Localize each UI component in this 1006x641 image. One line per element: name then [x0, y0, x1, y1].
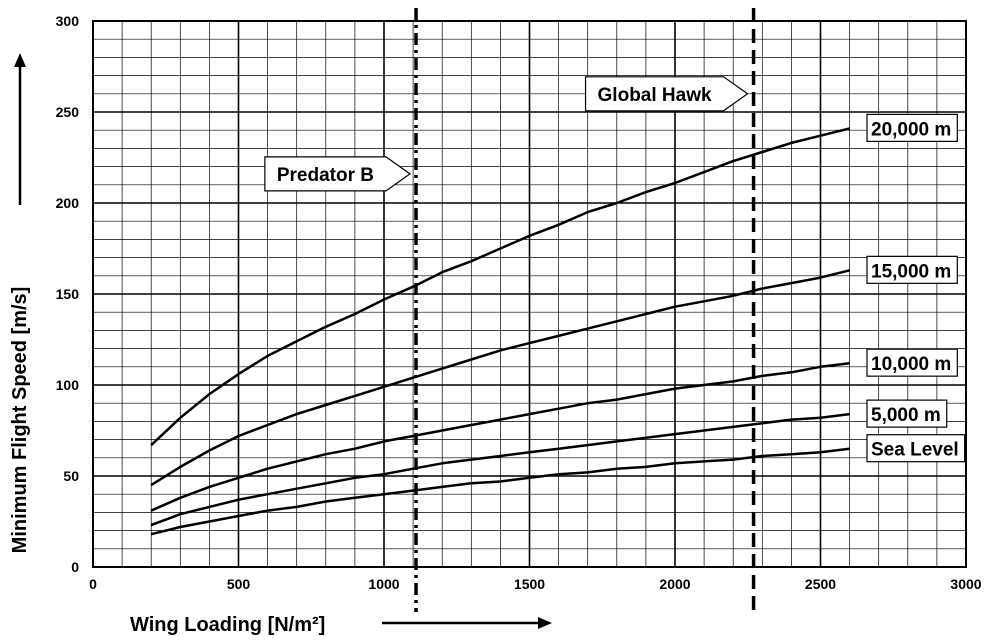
series-label-20-000-m: 20,000 m	[866, 113, 958, 142]
y-tick-label: 50	[63, 468, 79, 484]
x-tick-label: 2000	[659, 576, 690, 592]
y-tick-label: 0	[71, 559, 79, 575]
series-line-10-000-m	[150, 361, 850, 512]
series-label-text: 10,000 m	[871, 354, 951, 375]
x-tick-label: 3000	[950, 576, 981, 592]
callout-arrow-box	[584, 76, 749, 112]
y-tick-label: 100	[56, 377, 80, 393]
series-label-text: 15,000 m	[871, 261, 951, 282]
series-label-text: 5,000 m	[871, 405, 941, 426]
series-label-text: 20,000 m	[871, 119, 951, 140]
series-label-text: Sea Level	[871, 440, 959, 461]
series-label-box	[866, 434, 966, 463]
x-axis-title: Wing Loading [N/m²]	[130, 614, 325, 636]
x-tick-labels: 0 500 1000 1500 2000 2500 3000	[89, 576, 982, 592]
plot-frame	[92, 20, 967, 568]
series-line-20-000-m	[150, 127, 850, 447]
y-tick-label: 200	[56, 195, 80, 211]
series-label-box	[866, 255, 958, 284]
y-axis-arrow	[14, 53, 26, 205]
major-grid	[92, 20, 967, 568]
x-axis-arrow	[382, 617, 552, 629]
y-tick-label: 250	[56, 104, 80, 120]
series-label-10-000-m: 10,000 m	[866, 348, 958, 377]
series-line-5-000-m	[150, 412, 850, 527]
series-label-15-000-m: 15,000 m	[866, 255, 958, 284]
series-label-box	[866, 348, 958, 377]
x-tick-label: 1500	[514, 576, 545, 592]
callout-arrow-box	[264, 156, 412, 192]
reference-callouts: Predator B Global Hawk	[264, 76, 749, 192]
series-label-5-000-m: 5,000 m	[866, 399, 948, 428]
x-tick-label: 500	[227, 576, 251, 592]
callout-predator-b: Predator B	[264, 156, 412, 192]
x-tick-label: 0	[89, 576, 97, 592]
series-label-box	[866, 399, 948, 428]
y-tick-label: 300	[56, 13, 80, 29]
y-axis-title: Minimum Flight Speed [m/s]	[9, 287, 31, 554]
callout-text: Predator B	[277, 165, 374, 186]
series-label-box	[866, 113, 958, 142]
series-label-sea-level: Sea Level	[866, 434, 966, 463]
callout-global-hawk: Global Hawk	[584, 76, 749, 112]
y-tick-label: 150	[56, 286, 80, 302]
x-tick-label: 2500	[805, 576, 836, 592]
reference-lines	[414, 8, 756, 612]
callout-text: Global Hawk	[598, 85, 712, 106]
series-line-15-000-m	[150, 269, 850, 487]
y-tick-labels: 0 50 100 150 200 250 300	[56, 13, 80, 575]
series-lines	[150, 127, 850, 536]
series-labels: 20,000 m 15,000 m 10,000 m 5,000 m Sea Level	[866, 113, 966, 463]
series-line-sea-level	[150, 447, 850, 536]
x-tick-label: 1000	[368, 576, 399, 592]
